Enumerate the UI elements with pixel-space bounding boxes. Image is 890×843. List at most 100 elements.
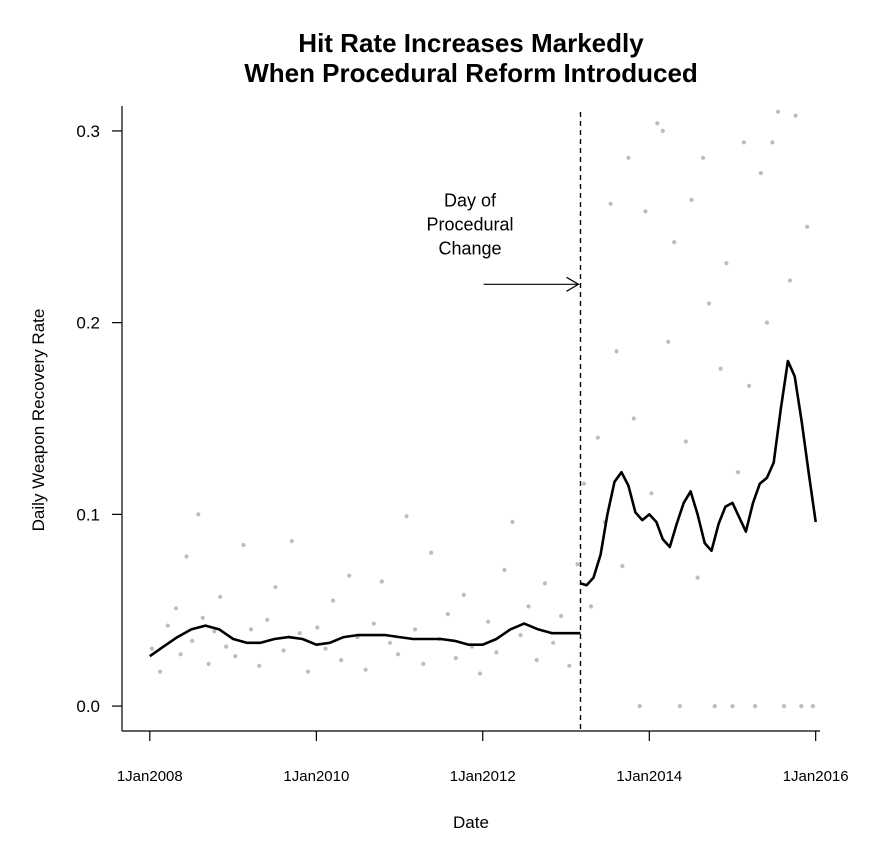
data-point	[637, 704, 642, 709]
data-point	[559, 613, 564, 619]
data-point	[173, 606, 179, 611]
data-point	[776, 109, 781, 114]
y-tick-label: 0.1	[76, 505, 100, 524]
data-point	[453, 656, 458, 661]
smooth-lines	[149, 359, 817, 658]
data-point	[510, 519, 515, 525]
data-point	[706, 301, 712, 306]
data-point	[666, 339, 671, 344]
data-point	[241, 542, 246, 548]
y-tick-label: 0.0	[76, 697, 100, 716]
data-point	[626, 155, 631, 160]
data-point	[190, 638, 195, 644]
data-point	[273, 585, 278, 590]
data-point	[196, 512, 201, 517]
x-tick-label: 1Jan2016	[783, 768, 849, 785]
scatter-points	[149, 109, 816, 709]
y-axis-label: Daily Weapon Recovery Rate	[29, 309, 48, 532]
data-point	[379, 579, 384, 584]
data-point	[339, 658, 344, 663]
data-point	[445, 612, 450, 617]
data-point	[486, 619, 491, 624]
data-point	[233, 654, 238, 659]
data-point	[741, 140, 747, 145]
data-point	[718, 366, 723, 371]
data-point	[758, 171, 763, 176]
data-point	[461, 592, 466, 598]
data-point	[695, 575, 700, 580]
data-point	[305, 669, 311, 674]
data-point	[347, 573, 352, 578]
data-point	[567, 663, 572, 668]
data-point	[581, 481, 587, 486]
data-point	[404, 514, 409, 519]
data-point	[534, 658, 539, 663]
data-point	[764, 320, 770, 325]
data-point	[363, 667, 368, 672]
data-point	[429, 550, 434, 555]
data-point	[575, 562, 580, 567]
data-point	[643, 209, 648, 214]
data-point	[649, 491, 654, 496]
x-tick-label: 1Jan2008	[117, 768, 183, 785]
data-point	[289, 539, 294, 544]
data-point	[724, 261, 729, 266]
data-point	[212, 629, 217, 634]
chart-title-line2: When Procedural Reform Introduced	[244, 58, 698, 88]
data-point	[701, 155, 706, 160]
x-tick-label: 1Jan2014	[616, 768, 682, 785]
data-point	[371, 621, 376, 626]
chart-title-line1: Hit Rate Increases Markedly	[298, 28, 644, 58]
data-point	[799, 704, 804, 709]
data-point	[747, 383, 752, 388]
annotation-text-line: Procedural	[426, 214, 513, 234]
data-point	[730, 704, 735, 709]
data-point	[805, 224, 810, 229]
data-point	[631, 416, 636, 421]
annotation-text-line: Day of	[444, 190, 497, 210]
smooth-line-before	[149, 622, 581, 658]
data-point	[257, 663, 262, 668]
data-point	[787, 278, 793, 283]
data-point	[793, 113, 798, 118]
data-point	[387, 640, 393, 645]
data-point	[265, 617, 270, 622]
axes: 0.0 0.1 0.2 0.3 1Jan2008 1Jan2010 1Jan2012 1Jan…	[76, 106, 849, 785]
smooth-line-after	[580, 359, 817, 587]
data-point	[395, 652, 401, 657]
data-point	[248, 627, 254, 632]
y-tick-label: 0.2	[76, 314, 100, 333]
data-point	[712, 704, 717, 709]
data-point	[655, 121, 660, 126]
data-point	[206, 661, 211, 667]
data-point	[588, 604, 594, 609]
data-point	[677, 704, 683, 709]
data-point	[330, 598, 336, 603]
annotation: Day of Procedural Change	[426, 112, 582, 731]
data-point	[502, 567, 507, 573]
data-point	[178, 652, 183, 657]
data-point	[770, 140, 775, 145]
data-point	[421, 661, 426, 667]
x-axis-label: Date	[453, 813, 489, 832]
data-point	[689, 197, 694, 202]
data-point	[413, 627, 418, 632]
data-point	[595, 435, 600, 440]
data-point	[184, 554, 189, 559]
data-point	[753, 704, 758, 709]
data-point	[526, 604, 531, 609]
data-point	[165, 623, 170, 628]
data-point	[200, 615, 205, 621]
data-point	[620, 564, 625, 569]
data-point	[542, 581, 548, 586]
data-point	[323, 646, 328, 651]
data-point	[614, 349, 619, 354]
data-point	[672, 240, 677, 245]
data-point	[281, 648, 286, 653]
annotation-arrowhead	[566, 276, 580, 292]
data-point	[551, 640, 556, 645]
data-point	[735, 470, 741, 475]
data-point	[810, 704, 816, 709]
y-tick-label: 0.3	[76, 122, 100, 141]
